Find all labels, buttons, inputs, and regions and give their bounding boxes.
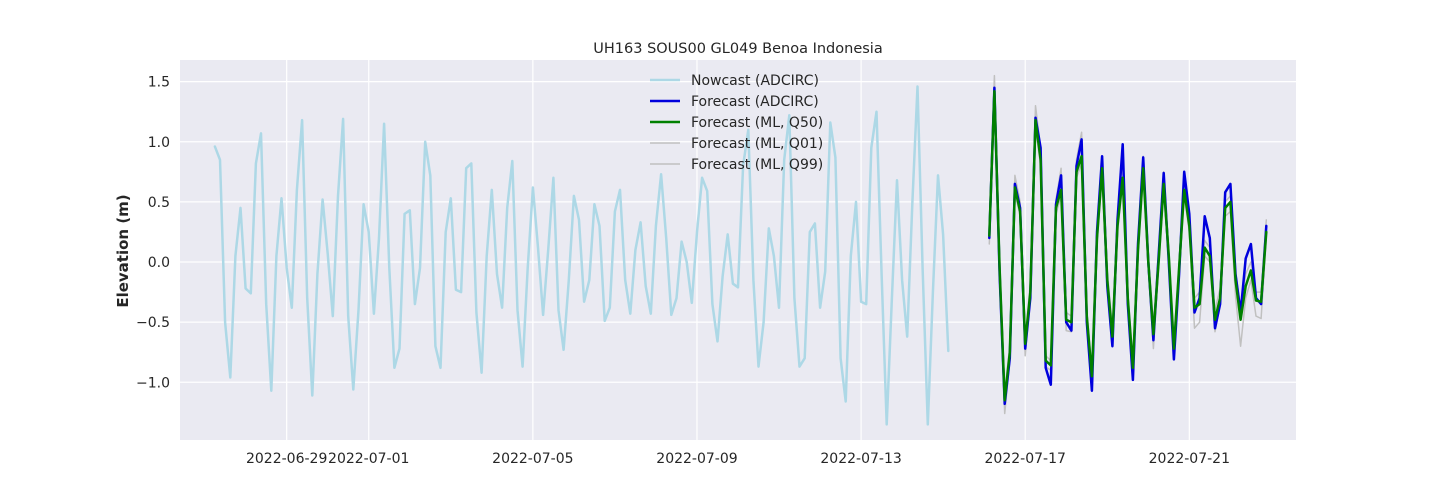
legend-label: Forecast (ML, Q01): [691, 136, 823, 152]
series-line-2: [988, 90, 1268, 402]
x-tick-label: 2022-07-21: [1149, 451, 1230, 467]
y-axis-label: Elevation (m): [114, 194, 132, 307]
legend-label: Forecast (ML, Q50): [691, 115, 823, 131]
y-tick-label: −1.0: [136, 375, 170, 391]
legend-label: Forecast (ADCIRC): [691, 94, 819, 110]
y-tick-label: 0.5: [148, 195, 170, 211]
series-layer: [213, 74, 1268, 426]
x-tick-label: 2022-07-09: [656, 451, 737, 467]
x-tick-label: 2022-07-05: [492, 451, 573, 467]
y-tick-label: 0.0: [148, 255, 170, 271]
legend: Nowcast (ADCIRC) Forecast (ADCIRC) Forecas…: [650, 73, 823, 173]
chart-title: UH163 SOUS00 GL049 Benoa Indonesia: [593, 41, 882, 57]
legend-label: Forecast (ML, Q99): [691, 157, 823, 173]
y-tick-label: 1.0: [148, 135, 170, 151]
x-tick-label: 2022-07-01: [328, 451, 409, 467]
y-tick-label: −0.5: [136, 315, 170, 331]
y-tick-labels: 1.5 1.0 0.5 0.0 −0.5 −1.0: [136, 75, 170, 392]
y-tick-label: 1.5: [148, 75, 170, 91]
plot-background: [180, 60, 1296, 440]
legend-label: Nowcast (ADCIRC): [691, 73, 819, 89]
x-tick-label: 2022-06-29: [246, 451, 327, 467]
x-tick-label: 2022-07-17: [985, 451, 1066, 467]
x-tick-labels: 2022-06-29 2022-07-01 2022-07-05 2022-07-09…: [246, 451, 1230, 467]
series-line-0: [213, 85, 950, 426]
x-tick-label: 2022-07-13: [820, 451, 901, 467]
